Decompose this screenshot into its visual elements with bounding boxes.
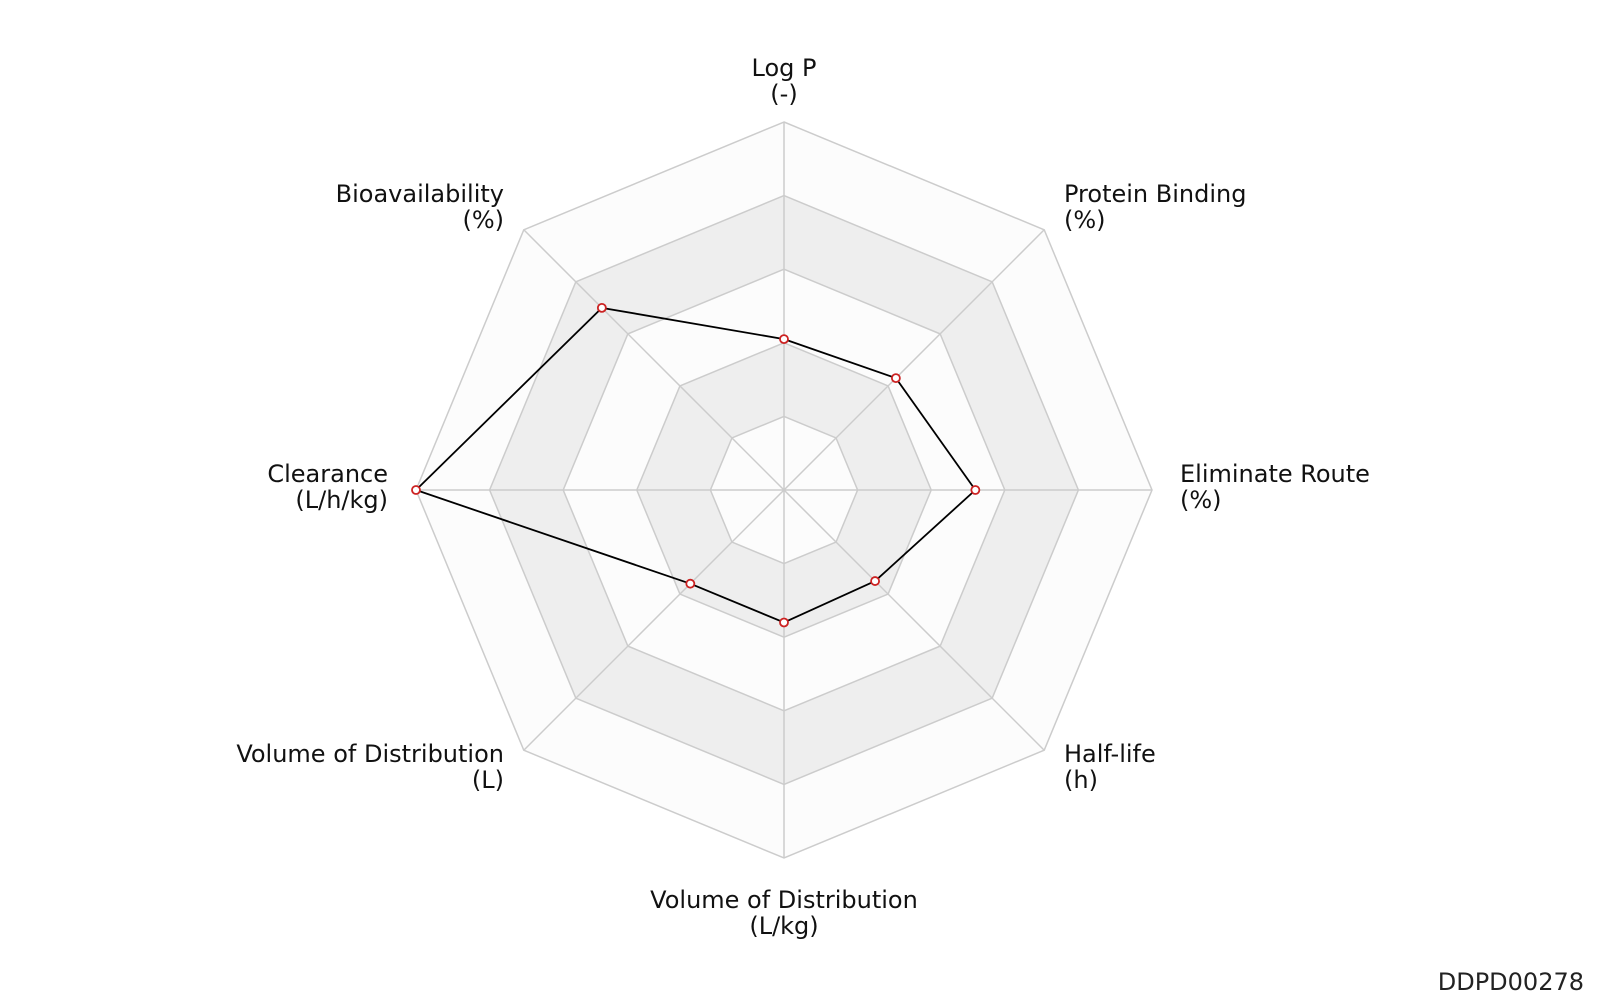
axis-spoke xyxy=(783,229,1045,491)
axis-label-unit: (%) xyxy=(462,206,504,234)
radar-spokes xyxy=(416,122,1152,858)
axis-label-name: Eliminate Route xyxy=(1180,460,1370,488)
axis-label-unit: (h) xyxy=(1064,766,1098,794)
data-point xyxy=(970,485,981,495)
data-point xyxy=(685,578,696,589)
radar-series xyxy=(411,302,981,628)
axis-spoke xyxy=(523,489,785,751)
data-point xyxy=(596,302,607,313)
axis-spoke xyxy=(783,489,1045,751)
axis-label-name: Protein Binding xyxy=(1064,180,1246,208)
axis-label-name: Half-life xyxy=(1064,740,1156,768)
axis-label-name: Volume of Distribution xyxy=(650,886,918,914)
data-point xyxy=(779,617,789,628)
axis-label-unit: (L/kg) xyxy=(749,912,818,940)
data-point xyxy=(779,334,789,345)
axis-label-name: Log P xyxy=(752,54,817,82)
axis-label-unit: (L/h/kg) xyxy=(295,486,388,514)
axis-label-name: Clearance xyxy=(267,460,388,488)
data-point xyxy=(890,373,901,384)
axis-label-name: Volume of Distribution xyxy=(236,740,504,768)
data-point xyxy=(870,576,880,586)
axis-label-unit: (%) xyxy=(1180,486,1222,514)
radar-axis-labels: Log P(-)Protein Binding(%)Eliminate Rout… xyxy=(236,54,1370,940)
watermark-id: DDPD00278 xyxy=(1437,968,1584,996)
axis-label-name: Bioavailability xyxy=(336,180,504,208)
axis-label-unit: (-) xyxy=(770,80,797,108)
axis-spoke xyxy=(523,229,785,491)
data-point xyxy=(411,485,421,495)
axis-label-unit: (%) xyxy=(1064,206,1106,234)
axis-label-unit: (L) xyxy=(472,766,504,794)
